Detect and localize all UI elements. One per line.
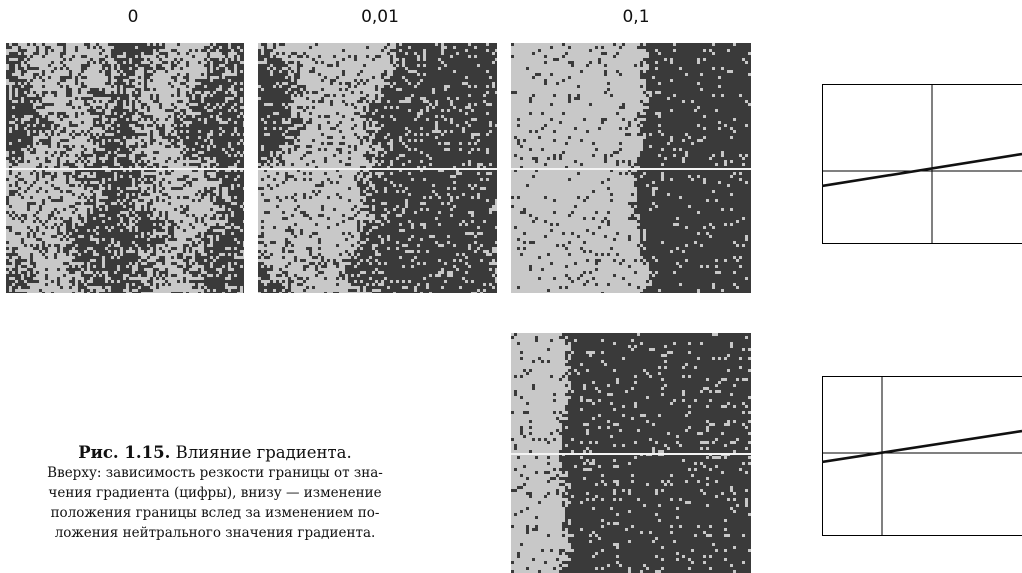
gradient-line [822, 152, 1022, 188]
caption-title-text: Влияние градиента. [175, 443, 352, 462]
panel-divider-line [511, 168, 751, 170]
panel-divider-line [258, 168, 497, 170]
gradient-plot-top [822, 84, 1022, 244]
simulation-panel-gradient-0-01 [258, 43, 497, 293]
panel-divider-line [6, 168, 244, 170]
caption-line: чения градиента (цифры), внизу — изменен… [48, 485, 382, 501]
plot-frame [822, 376, 1022, 536]
caption-line: Вверху: зависимость резкости границы от … [47, 465, 383, 481]
caption-title: Рис. 1.15. Влияние градиента. [0, 443, 446, 463]
caption-line: ложения нейтрального значения градиента. [54, 525, 376, 541]
figure-caption: Рис. 1.15. Влияние градиента. Вверху: за… [0, 443, 446, 543]
plot-frame [822, 84, 1022, 244]
simulation-panel-gradient-0-1 [511, 43, 751, 293]
gradient-line [822, 429, 1022, 464]
panel-label-gradient-0-1: 0,1 [622, 7, 650, 27]
panel-label-gradient-0: 0 [127, 7, 139, 27]
gradient-plot-bottom [822, 376, 1022, 536]
simulation-panel-shifted-neutral [511, 333, 751, 573]
panel-divider-line [511, 453, 751, 455]
caption-line: положения границы вслед за изменением по… [50, 505, 380, 521]
simulation-panel-gradient-0 [6, 43, 244, 293]
caption-number: Рис. 1.15. [78, 443, 171, 462]
panel-label-gradient-0-01: 0,01 [361, 7, 399, 27]
